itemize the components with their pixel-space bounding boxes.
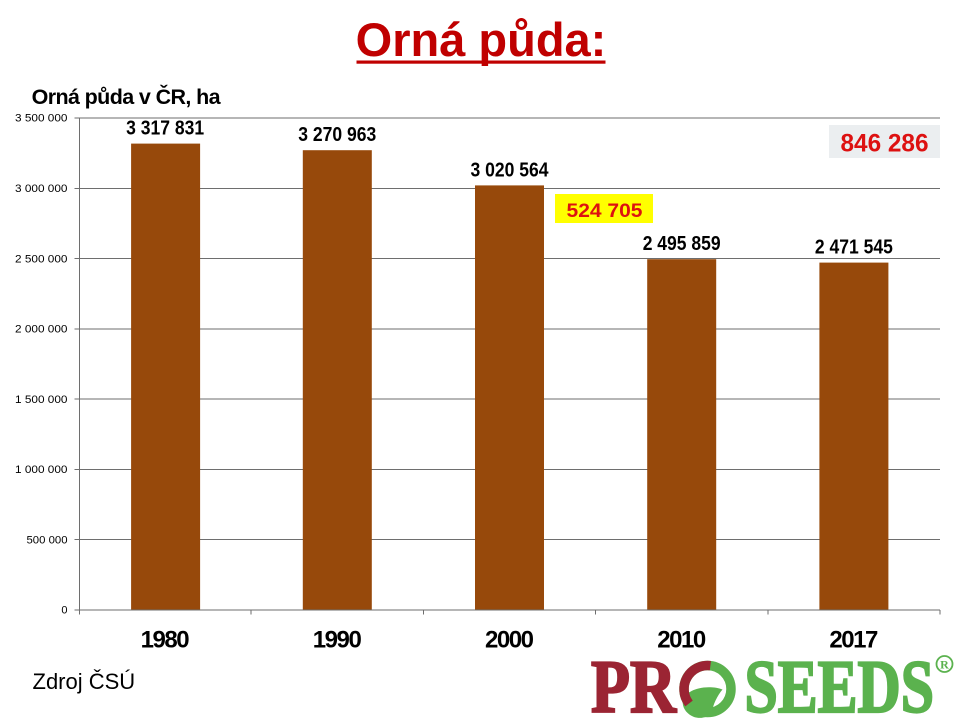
svg-text:524 705: 524 705 xyxy=(567,200,643,222)
svg-text:1 500 000: 1 500 000 xyxy=(15,394,68,406)
svg-text:1 000 000: 1 000 000 xyxy=(15,464,68,476)
svg-text:3 020 564: 3 020 564 xyxy=(471,159,550,181)
svg-text:PR: PR xyxy=(591,646,677,720)
svg-text:2 000 000: 2 000 000 xyxy=(15,324,68,336)
svg-text:3 270 963: 3 270 963 xyxy=(298,124,376,146)
svg-text:2 471 545: 2 471 545 xyxy=(815,237,893,259)
svg-text:0: 0 xyxy=(61,605,67,617)
svg-text:3 317 831: 3 317 831 xyxy=(126,118,204,140)
svg-text:Orná půda:: Orná půda: xyxy=(356,13,607,66)
svg-text:846 286: 846 286 xyxy=(841,130,929,158)
svg-text:2010: 2010 xyxy=(657,627,706,654)
svg-text:Orná půda v ČR, ha: Orná půda v ČR, ha xyxy=(32,84,222,109)
svg-text:2 500 000: 2 500 000 xyxy=(15,253,68,265)
svg-text:1990: 1990 xyxy=(313,627,362,654)
svg-text:3 500 000: 3 500 000 xyxy=(15,113,68,125)
svg-text:3 000 000: 3 000 000 xyxy=(15,183,68,195)
svg-text:2017: 2017 xyxy=(829,627,878,654)
svg-text:SEEDS: SEEDS xyxy=(745,646,935,720)
svg-text:Zdroj ČSÚ: Zdroj ČSÚ xyxy=(33,669,136,694)
svg-text:500 000: 500 000 xyxy=(27,534,68,546)
svg-text:1980: 1980 xyxy=(141,627,190,654)
svg-text:2 495 859: 2 495 859 xyxy=(643,233,721,255)
svg-text:2000: 2000 xyxy=(485,627,534,654)
svg-text:R: R xyxy=(940,657,949,671)
